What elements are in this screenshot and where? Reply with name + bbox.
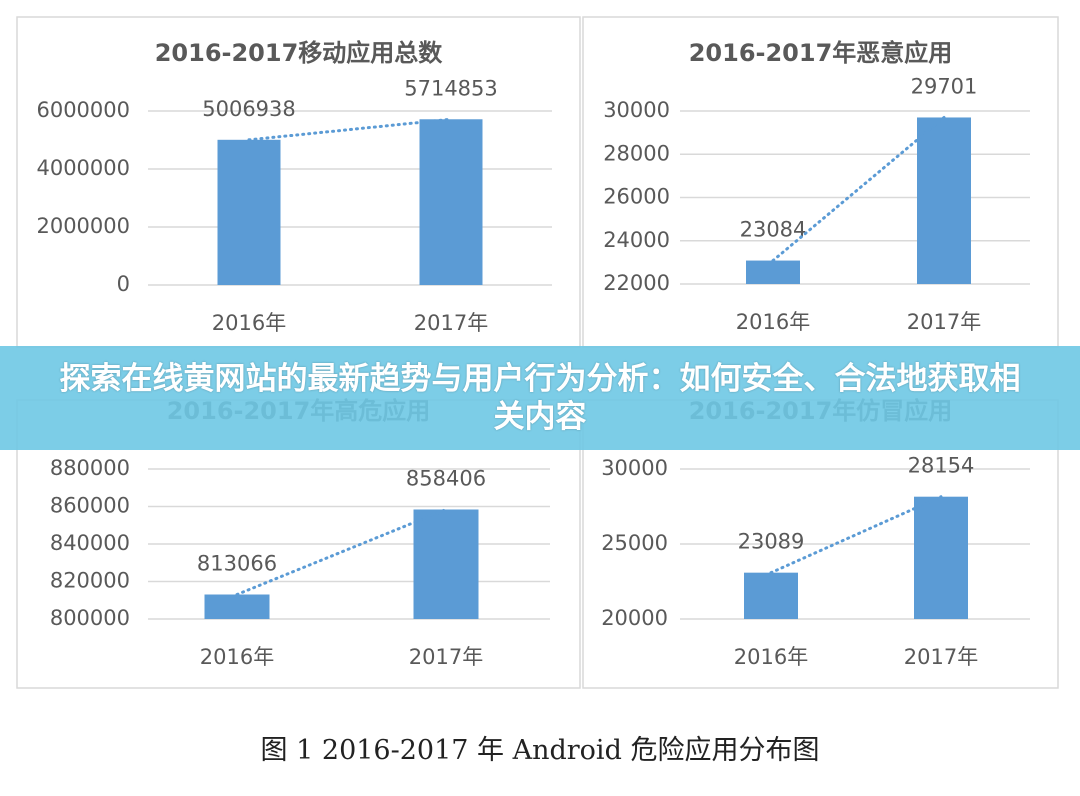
y-tick-label: 28000	[603, 141, 670, 165]
chart-title: 2016-2017移动应用总数	[155, 39, 444, 67]
y-tick-label: 2000000	[36, 214, 130, 238]
y-tick-label: 20000	[601, 606, 668, 630]
bar	[744, 572, 798, 619]
x-tick-label: 2016年	[734, 645, 808, 669]
y-tick-label: 0	[117, 272, 130, 296]
trendline	[247, 117, 453, 142]
chart-panel	[16, 16, 581, 348]
trendline	[771, 115, 946, 263]
trendline	[769, 495, 943, 575]
data-label: 858406	[406, 466, 486, 490]
y-tick-label: 840000	[50, 531, 130, 555]
bar	[217, 139, 281, 285]
x-tick-label: 2017年	[409, 645, 483, 669]
y-tick-label: 24000	[603, 228, 670, 252]
y-tick-label: 6000000	[36, 98, 130, 122]
bar	[413, 509, 479, 619]
x-tick-label: 2016年	[736, 310, 810, 334]
y-tick-label: 860000	[50, 494, 130, 518]
x-tick-label: 2016年	[212, 311, 286, 335]
chart-title: 2016-2017年恶意应用	[689, 39, 953, 67]
data-label: 23084	[740, 218, 807, 242]
bar	[917, 117, 971, 284]
x-tick-label: 2017年	[904, 645, 978, 669]
x-tick-label: 2017年	[414, 311, 488, 335]
y-tick-label: 820000	[50, 569, 130, 593]
overlay-banner: 探索在线黄网站的最新趋势与用户行为分析：如何安全、合法地获取相关内容	[0, 346, 1080, 450]
data-label: 5714853	[404, 76, 498, 100]
figure-caption: 图 1 2016-2017 年 Android 危险应用分布图	[260, 735, 820, 766]
x-tick-label: 2017年	[907, 310, 981, 334]
y-tick-label: 22000	[603, 271, 670, 295]
banner-title: 探索在线黄网站的最新趋势与用户行为分析：如何安全、合法地获取相关内容	[59, 361, 1021, 435]
x-tick-label: 2016年	[200, 645, 274, 669]
y-tick-label: 26000	[603, 185, 670, 209]
y-tick-label: 800000	[50, 606, 130, 630]
bar	[746, 260, 800, 284]
y-tick-label: 30000	[601, 456, 668, 480]
data-label: 23089	[738, 530, 805, 554]
bar	[914, 496, 968, 619]
bar	[419, 119, 483, 286]
data-label: 29701	[911, 74, 978, 98]
y-tick-label: 25000	[601, 531, 668, 555]
trendline	[235, 507, 448, 597]
bar	[204, 594, 270, 619]
y-tick-label: 880000	[50, 456, 130, 480]
y-tick-label: 4000000	[36, 156, 130, 180]
data-label: 5006938	[202, 97, 296, 121]
y-tick-label: 30000	[603, 98, 670, 122]
data-label: 28154	[908, 454, 975, 478]
data-label: 813066	[197, 552, 277, 576]
